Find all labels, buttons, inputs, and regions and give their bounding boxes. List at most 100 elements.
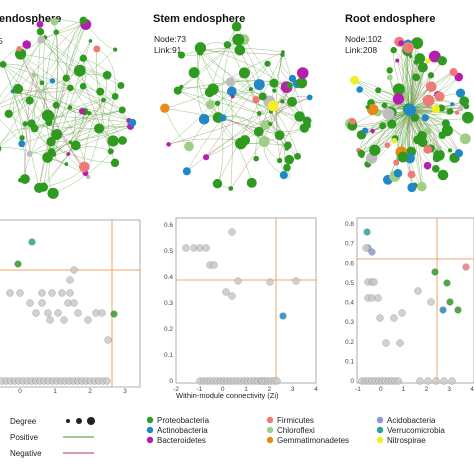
zipi-point: [70, 299, 78, 307]
network-node: [267, 100, 279, 112]
zipi-point: [443, 279, 451, 287]
zipi-point: [14, 260, 22, 268]
root-plot-frame: [356, 217, 474, 384]
legend-label: Gemmatimonadetes: [277, 436, 349, 445]
legend-swatch: [146, 436, 154, 444]
network-node: [280, 99, 285, 104]
zipi-point: [48, 289, 56, 297]
positive-edge: [3, 64, 43, 83]
positive-edge: [168, 104, 211, 145]
positive-edge: [38, 24, 87, 188]
zipi-point: [266, 278, 274, 286]
network-node: [274, 130, 285, 141]
zipi-point: [382, 339, 390, 347]
zipi-point: [439, 306, 447, 314]
network-node: [417, 130, 427, 141]
zipi-point: [222, 288, 230, 296]
network-node: [234, 44, 246, 56]
zipi-point: [98, 309, 106, 317]
network-node: [36, 27, 45, 36]
zipi-point: [376, 314, 384, 322]
legend-label: Actinobacteria: [157, 426, 208, 435]
leaf-zipi-plot: 0 1 2 3: [0, 219, 141, 395]
x-tick-label: 1: [402, 386, 406, 393]
zipi-point: [390, 314, 398, 322]
network-node: [392, 93, 405, 105]
legend-label: Firmicutes: [277, 416, 314, 425]
network-node: [369, 144, 381, 156]
negative-edge: [259, 96, 310, 114]
network-node: [256, 111, 262, 116]
network-node: [407, 170, 416, 179]
y-tick-label: 0.8: [345, 221, 354, 228]
network-node: [198, 113, 210, 125]
network-node: [391, 137, 397, 144]
legend-swatch: [146, 416, 154, 424]
network-node: [280, 52, 285, 58]
network-node: [238, 67, 250, 79]
network-node: [432, 154, 441, 163]
network-node: [283, 163, 291, 172]
legend-negative-label: Negative: [10, 449, 42, 458]
network-node: [0, 61, 7, 68]
network-node: [246, 177, 257, 188]
network-node: [252, 95, 260, 104]
network-node: [67, 105, 73, 110]
network-node: [431, 104, 440, 114]
y-tick-label: 0: [169, 378, 173, 385]
network-node: [410, 113, 420, 122]
network-node: [386, 67, 393, 74]
network-node: [34, 182, 45, 193]
network-node: [79, 54, 87, 63]
zipi-point: [427, 298, 435, 306]
positive-edge: [43, 111, 85, 188]
negative-edge: [24, 74, 35, 180]
zipi-point: [446, 298, 454, 306]
network-node: [422, 94, 435, 107]
network-node: [398, 40, 405, 47]
network-node: [160, 103, 170, 113]
network-node: [365, 104, 370, 110]
zipi-point: [70, 266, 78, 274]
network-node: [425, 58, 431, 64]
network-node: [457, 105, 464, 112]
network-node: [437, 56, 447, 66]
legend-swatch: [376, 426, 384, 434]
network-node: [96, 87, 105, 96]
network-node: [128, 118, 137, 127]
network-nodes: [345, 36, 474, 193]
zipi-point: [362, 244, 370, 252]
legend-positive-label: Positive: [10, 433, 39, 442]
legend-label: Verrucomicrobia: [387, 426, 445, 435]
network-node: [421, 114, 429, 122]
zipi-point: [28, 238, 36, 246]
legend-label: Proteobacteria: [157, 416, 210, 425]
network-node: [226, 86, 237, 97]
network-node: [386, 74, 393, 81]
network-node: [455, 88, 466, 98]
y-tick-label: 0.5: [345, 280, 354, 287]
zipi-point: [6, 289, 14, 297]
legend-label: Chloroflexi: [277, 426, 315, 435]
root-node-stat: Node:102: [345, 34, 382, 44]
network-node: [113, 47, 118, 52]
positive-edge: [8, 113, 69, 155]
network-node: [269, 78, 279, 88]
positive-edge: [197, 50, 219, 118]
network-node: [47, 187, 59, 199]
positive-edge: [221, 26, 237, 118]
zipi-point: [228, 228, 236, 236]
zipi-point: [103, 377, 111, 385]
network-node: [19, 135, 25, 141]
network-node: [459, 133, 471, 145]
zipi-point: [273, 377, 281, 385]
negative-edge: [17, 20, 84, 90]
network-node: [31, 72, 37, 78]
positive-edge: [44, 37, 108, 76]
root-zipi-plot: 0.80.70.60.50.40.30.20.10-1 0 1 2 3 4: [345, 217, 474, 393]
stem-plot-frame: [175, 217, 317, 384]
network-node: [437, 169, 449, 181]
y-tick-label: 0.4: [164, 274, 173, 281]
zipi-point: [292, 277, 300, 285]
x-tick-label: 0: [18, 388, 22, 395]
